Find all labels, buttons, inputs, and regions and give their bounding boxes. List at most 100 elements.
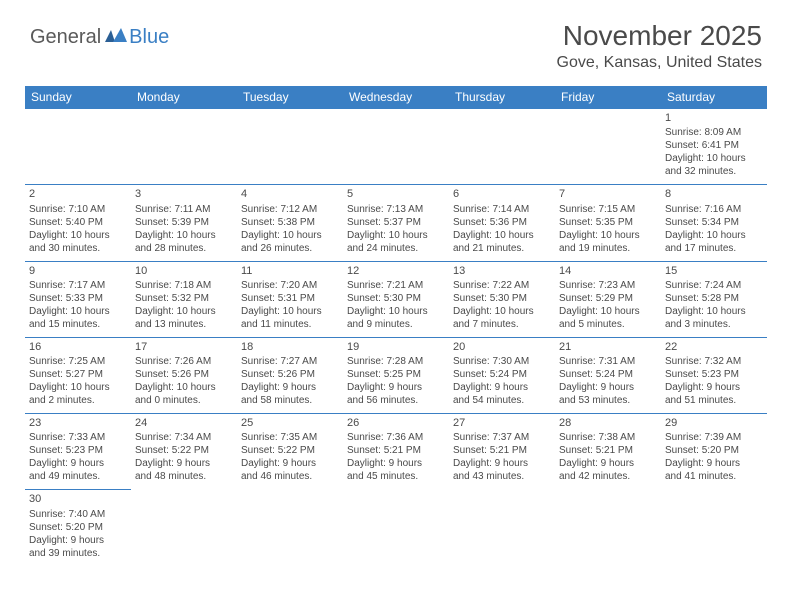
calendar-day-cell (343, 109, 449, 185)
calendar-day-cell: 27Sunrise: 7:37 AMSunset: 5:21 PMDayligh… (449, 414, 555, 490)
calendar-day-cell: 19Sunrise: 7:28 AMSunset: 5:25 PMDayligh… (343, 337, 449, 413)
daylight-text: Daylight: 9 hours (29, 534, 127, 547)
day-number: 22 (665, 340, 763, 354)
dow-thursday: Thursday (449, 86, 555, 109)
logo-text-blue: Blue (129, 26, 169, 49)
title-block: November 2025 Gove, Kansas, United State… (557, 20, 762, 72)
daylight-text: and 13 minutes. (135, 318, 233, 331)
sunrise-text: Sunrise: 7:38 AM (559, 431, 657, 444)
sunset-text: Sunset: 5:21 PM (453, 444, 551, 457)
calendar-day-cell: 30Sunrise: 7:40 AMSunset: 5:20 PMDayligh… (25, 490, 131, 566)
calendar-week-row: 30Sunrise: 7:40 AMSunset: 5:20 PMDayligh… (25, 490, 767, 566)
daylight-text: Daylight: 9 hours (135, 457, 233, 470)
daylight-text: and 43 minutes. (453, 470, 551, 483)
day-number: 16 (29, 340, 127, 354)
daylight-text: Daylight: 10 hours (241, 305, 339, 318)
calendar-day-cell: 22Sunrise: 7:32 AMSunset: 5:23 PMDayligh… (661, 337, 767, 413)
daylight-text: and 39 minutes. (29, 547, 127, 560)
sunrise-text: Sunrise: 7:34 AM (135, 431, 233, 444)
daylight-text: Daylight: 10 hours (135, 381, 233, 394)
daylight-text: Daylight: 9 hours (559, 457, 657, 470)
sunset-text: Sunset: 5:32 PM (135, 292, 233, 305)
sunset-text: Sunset: 5:31 PM (241, 292, 339, 305)
sunrise-text: Sunrise: 7:14 AM (453, 203, 551, 216)
sunrise-text: Sunrise: 7:24 AM (665, 279, 763, 292)
day-number: 24 (135, 416, 233, 430)
daylight-text: and 24 minutes. (347, 242, 445, 255)
calendar-day-cell: 13Sunrise: 7:22 AMSunset: 5:30 PMDayligh… (449, 261, 555, 337)
daylight-text: Daylight: 10 hours (665, 305, 763, 318)
day-number: 18 (241, 340, 339, 354)
sunrise-text: Sunrise: 7:20 AM (241, 279, 339, 292)
sunset-text: Sunset: 5:24 PM (453, 368, 551, 381)
sunset-text: Sunset: 5:38 PM (241, 216, 339, 229)
daylight-text: Daylight: 9 hours (347, 457, 445, 470)
sunrise-text: Sunrise: 7:36 AM (347, 431, 445, 444)
calendar-day-cell (555, 109, 661, 185)
daylight-text: Daylight: 10 hours (453, 229, 551, 242)
sunset-text: Sunset: 5:22 PM (135, 444, 233, 457)
sunrise-text: Sunrise: 7:16 AM (665, 203, 763, 216)
daylight-text: and 56 minutes. (347, 394, 445, 407)
calendar-day-cell: 11Sunrise: 7:20 AMSunset: 5:31 PMDayligh… (237, 261, 343, 337)
calendar-day-cell: 1Sunrise: 8:09 AMSunset: 6:41 PMDaylight… (661, 109, 767, 185)
day-number: 29 (665, 416, 763, 430)
day-number: 2 (29, 187, 127, 201)
daylight-text: Daylight: 9 hours (665, 381, 763, 394)
daylight-text: and 17 minutes. (665, 242, 763, 255)
day-number: 26 (347, 416, 445, 430)
daylight-text: Daylight: 10 hours (241, 229, 339, 242)
daylight-text: and 15 minutes. (29, 318, 127, 331)
sunrise-text: Sunrise: 7:21 AM (347, 279, 445, 292)
sunrise-text: Sunrise: 7:39 AM (665, 431, 763, 444)
sunset-text: Sunset: 5:37 PM (347, 216, 445, 229)
sunrise-text: Sunrise: 7:18 AM (135, 279, 233, 292)
daylight-text: and 53 minutes. (559, 394, 657, 407)
sunset-text: Sunset: 5:26 PM (241, 368, 339, 381)
sunrise-text: Sunrise: 7:37 AM (453, 431, 551, 444)
daylight-text: Daylight: 10 hours (29, 305, 127, 318)
sunset-text: Sunset: 5:28 PM (665, 292, 763, 305)
sunset-text: Sunset: 5:33 PM (29, 292, 127, 305)
daylight-text: Daylight: 10 hours (347, 229, 445, 242)
sunset-text: Sunset: 5:24 PM (559, 368, 657, 381)
sunrise-text: Sunrise: 7:10 AM (29, 203, 127, 216)
calendar-day-cell (131, 490, 237, 566)
calendar-week-row: 1Sunrise: 8:09 AMSunset: 6:41 PMDaylight… (25, 109, 767, 185)
day-number: 9 (29, 264, 127, 278)
sunset-text: Sunset: 5:36 PM (453, 216, 551, 229)
daylight-text: and 49 minutes. (29, 470, 127, 483)
sunrise-text: Sunrise: 7:11 AM (135, 203, 233, 216)
daylight-text: Daylight: 10 hours (347, 305, 445, 318)
calendar-day-cell: 10Sunrise: 7:18 AMSunset: 5:32 PMDayligh… (131, 261, 237, 337)
sunrise-text: Sunrise: 7:12 AM (241, 203, 339, 216)
sunrise-text: Sunrise: 7:26 AM (135, 355, 233, 368)
page-header: General Blue November 2025 Gove, Kansas,… (0, 0, 792, 80)
calendar-day-cell: 25Sunrise: 7:35 AMSunset: 5:22 PMDayligh… (237, 414, 343, 490)
calendar-day-cell (131, 109, 237, 185)
calendar-day-cell (449, 109, 555, 185)
sunset-text: Sunset: 5:34 PM (665, 216, 763, 229)
day-number: 30 (29, 492, 127, 506)
calendar-day-cell (25, 109, 131, 185)
calendar-day-cell: 24Sunrise: 7:34 AMSunset: 5:22 PMDayligh… (131, 414, 237, 490)
day-number: 11 (241, 264, 339, 278)
sunset-text: Sunset: 5:20 PM (29, 521, 127, 534)
daylight-text: and 32 minutes. (665, 165, 763, 178)
daylight-text: and 7 minutes. (453, 318, 551, 331)
sunrise-text: Sunrise: 7:32 AM (665, 355, 763, 368)
calendar-day-cell: 29Sunrise: 7:39 AMSunset: 5:20 PMDayligh… (661, 414, 767, 490)
daylight-text: and 41 minutes. (665, 470, 763, 483)
daylight-text: Daylight: 9 hours (29, 457, 127, 470)
daylight-text: and 51 minutes. (665, 394, 763, 407)
sunrise-text: Sunrise: 7:27 AM (241, 355, 339, 368)
sunset-text: Sunset: 5:27 PM (29, 368, 127, 381)
daylight-text: Daylight: 10 hours (453, 305, 551, 318)
sunset-text: Sunset: 5:23 PM (29, 444, 127, 457)
flag-icon (105, 28, 127, 49)
daylight-text: Daylight: 9 hours (453, 381, 551, 394)
calendar-day-cell: 4Sunrise: 7:12 AMSunset: 5:38 PMDaylight… (237, 185, 343, 261)
sunset-text: Sunset: 5:22 PM (241, 444, 339, 457)
day-number: 21 (559, 340, 657, 354)
daylight-text: and 42 minutes. (559, 470, 657, 483)
